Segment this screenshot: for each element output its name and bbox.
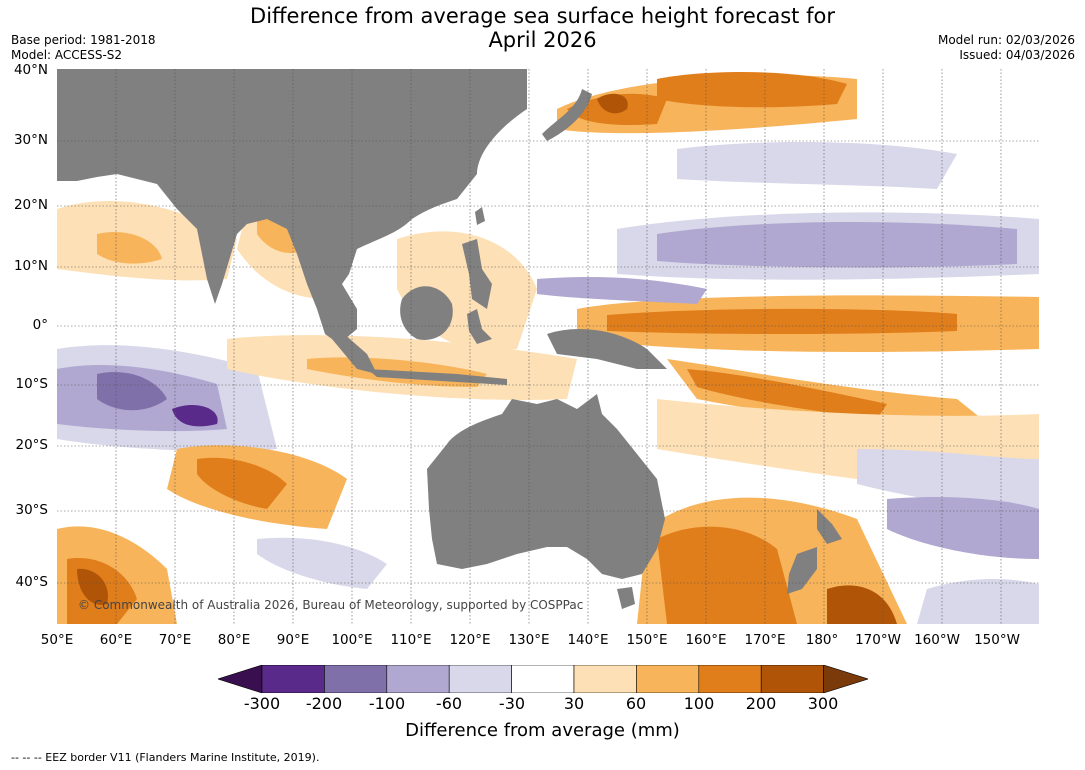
lon-label: 50°E: [40, 632, 74, 648]
colorbar-bin: [698, 665, 762, 693]
lon-label: 160°W: [914, 632, 960, 648]
lat-label: 30°N: [13, 132, 48, 148]
credit-text: © Commonwealth of Australia 2026, Bureau…: [78, 598, 584, 612]
base-period: Base period: 1981-2018: [11, 33, 156, 47]
lon-label: 60°E: [99, 632, 133, 648]
lon-label: 120°E: [449, 632, 491, 648]
colorbar-tick: -60: [435, 694, 463, 713]
lon-label: 90°E: [276, 632, 310, 648]
lon-label: 130°E: [508, 632, 550, 648]
meta-left: Base period: 1981-2018 Model: ACCESS-S2: [11, 33, 156, 63]
colorbar-bin: [760, 665, 824, 693]
lon-label: 170°E: [744, 632, 786, 648]
footnote: -- -- -- EEZ border V11 (Flanders Marine…: [11, 751, 320, 764]
colorbar-bin: [261, 665, 325, 693]
chart-title: Difference from average sea surface heig…: [0, 4, 1085, 52]
lon-label: 110°E: [390, 632, 432, 648]
lat-label: 0°: [32, 317, 48, 333]
lon-label: 160°E: [685, 632, 727, 648]
colorbar-tick: 300: [807, 694, 839, 713]
lat-label: 10°N: [13, 258, 48, 274]
lat-label: 40°N: [13, 62, 48, 78]
meta-right: Model run: 02/03/2026 Issued: 04/03/2026: [938, 33, 1075, 63]
colorbar-bin: [448, 665, 512, 693]
lon-label: 100°E: [331, 632, 373, 648]
lon-label: 180°: [805, 632, 839, 648]
colorbar-title: Difference from average (mm): [405, 720, 680, 741]
colorbar: [218, 665, 868, 693]
lat-label: 10°S: [15, 376, 49, 392]
title-line-1: Difference from average sea surface heig…: [250, 4, 835, 28]
colorbar-tick: 30: [563, 694, 585, 713]
colorbar-bin: [324, 665, 388, 693]
issued-date: Issued: 04/03/2026: [959, 48, 1075, 62]
colorbar-tick: -30: [498, 694, 526, 713]
model-run: Model run: 02/03/2026: [937, 33, 1075, 47]
colorbar-bin: [511, 665, 575, 693]
lat-label: 20°S: [15, 437, 49, 453]
colorbar-tick: 200: [745, 694, 777, 713]
colorbar-tick: -200: [305, 694, 343, 713]
graticule: [57, 69, 1039, 624]
map-svg: [57, 69, 1039, 624]
colorbar-tick: 60: [625, 694, 647, 713]
colorbar-bin: [573, 665, 637, 693]
colorbar-tick: -300: [243, 694, 281, 713]
lon-label: 150°W: [974, 632, 1020, 648]
colorbar-tick: 100: [683, 694, 715, 713]
lon-label: 150°E: [626, 632, 668, 648]
lat-label: 30°S: [15, 502, 49, 518]
anomaly-fields: [57, 72, 1039, 624]
lon-label: 80°E: [217, 632, 251, 648]
lat-label: 40°S: [15, 574, 49, 590]
title-line-2: April 2026: [488, 28, 597, 52]
map-area: [57, 69, 1039, 624]
colorbar-extend-min: [218, 665, 263, 693]
colorbar-bin: [636, 665, 700, 693]
land: [57, 69, 842, 609]
colorbar-tick: -100: [368, 694, 406, 713]
lon-label: 140°E: [567, 632, 609, 648]
colorbar-bin: [386, 665, 450, 693]
lon-label: 170°W: [855, 632, 901, 648]
colorbar-extend-max: [823, 665, 868, 693]
lon-label: 70°E: [158, 632, 192, 648]
model-name: Model: ACCESS-S2: [11, 48, 123, 62]
lat-label: 20°N: [13, 197, 48, 213]
